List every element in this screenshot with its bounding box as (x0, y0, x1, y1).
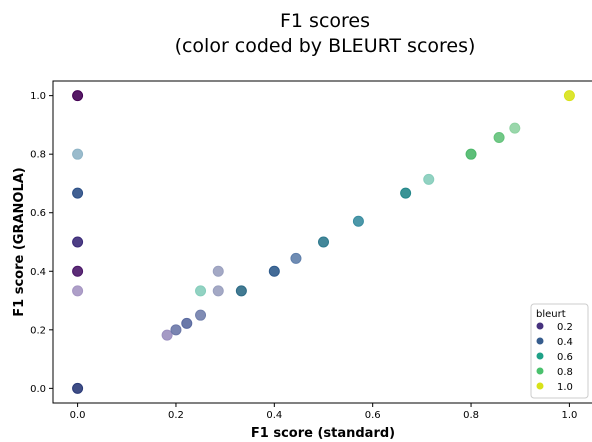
scatter-point (72, 148, 84, 160)
chart-title-line-1: F1 scores (280, 10, 370, 32)
scatter-point (170, 324, 182, 336)
scatter-point (290, 252, 302, 264)
scatter-point (493, 131, 505, 143)
scatter-point (318, 236, 329, 248)
scatter-point (509, 122, 521, 134)
legend-label: 0.6 (557, 352, 573, 363)
scatter-point (268, 265, 280, 277)
legend-marker (536, 322, 544, 330)
legend-label: 0.4 (557, 337, 573, 348)
scatter-point (72, 265, 84, 277)
scatter-points (72, 90, 575, 394)
plot-area-frame (52, 80, 592, 404)
y-tick-label: 0.2 (30, 325, 46, 336)
x-tick-label: 0.0 (70, 410, 86, 421)
y-tick-label: 0.4 (30, 267, 46, 278)
x-tick-label: 0.6 (365, 410, 381, 421)
legend-label: 0.8 (557, 367, 573, 378)
scatter-point (195, 309, 207, 321)
x-axis-ticks: 0.0 0.2 0.4 0.6 0.8 1.0 (70, 403, 577, 421)
legend: bleurt 0.2 0.4 0.6 0.8 1.0 (530, 303, 589, 399)
scatter-point (72, 236, 84, 248)
x-tick-label: 0.4 (266, 410, 282, 421)
scatter-point (400, 187, 412, 199)
scatter-point (423, 173, 435, 185)
scatter-point (72, 187, 84, 199)
y-axis-ticks: 0.0 0.2 0.4 0.6 0.8 1.0 (30, 91, 53, 395)
y-tick-label: 0.8 (30, 150, 46, 161)
legend-label: 0.2 (557, 322, 573, 333)
legend-marker (536, 337, 544, 345)
scatter-point (235, 285, 247, 297)
scatter-point (72, 285, 84, 297)
chart-title-line-2: (color coded by BLEURT scores) (175, 35, 476, 57)
x-tick-label: 0.8 (463, 410, 479, 421)
scatter-point (212, 265, 224, 277)
legend-box (530, 303, 589, 399)
legend-marker (536, 352, 544, 360)
y-tick-label: 0.6 (30, 208, 46, 219)
scatter-point (563, 90, 575, 102)
scatter-point (161, 329, 173, 341)
x-axis-label: F1 score (standard) (251, 426, 395, 441)
scatter-point (72, 90, 84, 102)
scatter-point (212, 285, 224, 297)
scatter-point (72, 382, 84, 394)
legend-marker (536, 367, 544, 375)
scatter-point (195, 285, 207, 297)
scatter-point (181, 317, 193, 329)
x-tick-label: 0.2 (168, 410, 184, 421)
scatter-point (465, 148, 477, 160)
legend-label: 1.0 (557, 382, 573, 393)
y-axis-label: F1 score (GRANOLA) (12, 167, 27, 316)
y-tick-label: 1.0 (30, 91, 46, 102)
y-tick-label: 0.0 (30, 384, 46, 395)
scatter-point (352, 215, 364, 227)
legend-marker (536, 382, 544, 390)
x-tick-label: 1.0 (561, 410, 577, 421)
legend-title: bleurt (536, 309, 566, 320)
